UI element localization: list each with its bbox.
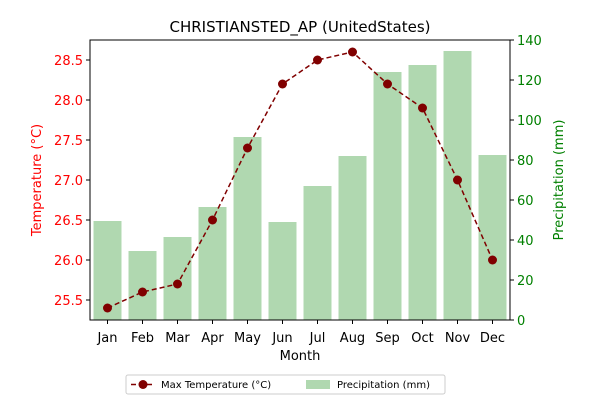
precipitation-bar-aug <box>338 156 367 320</box>
x-tick-label: Jan <box>96 331 117 346</box>
x-tick-label: Feb <box>131 331 154 346</box>
temperature-line-layer <box>103 47 497 313</box>
precipitation-bars <box>93 51 507 320</box>
right-y-tick-label: 60 <box>517 194 534 209</box>
right-y-axis-label: Precipitation (mm) <box>552 120 567 241</box>
legend-line-marker <box>138 380 148 389</box>
temperature-point-jun <box>278 79 287 89</box>
temperature-point-nov <box>453 175 462 185</box>
temperature-point-apr <box>208 215 217 225</box>
left-y-tick-label: 27.0 <box>54 174 83 189</box>
left-y-tick-label: 27.5 <box>54 134 83 149</box>
legend-bar-swatch <box>306 380 330 389</box>
left-y-axis: 25.5 26.0 26.5 27.0 27.5 28.0 28.5 <box>54 54 90 309</box>
x-tick-label: Mar <box>165 331 190 346</box>
precipitation-bar-apr <box>198 207 227 320</box>
right-y-tick-label: 100 <box>517 114 542 129</box>
right-y-tick-label: 20 <box>517 274 534 289</box>
temperature-point-may <box>243 143 252 153</box>
temperature-point-sep <box>383 79 392 89</box>
left-y-axis-label: Temperature (°C) <box>30 124 45 237</box>
precipitation-bar-feb <box>128 251 157 320</box>
temperature-point-jan <box>103 303 112 313</box>
temperature-point-aug <box>348 47 357 57</box>
temperature-point-feb <box>138 287 147 297</box>
precipitation-bar-may <box>233 137 262 320</box>
left-y-tick-label: 28.0 <box>54 94 83 109</box>
x-tick-label: Sep <box>375 331 400 346</box>
right-y-tick-label: 120 <box>517 74 542 89</box>
precipitation-bar-jun <box>268 222 297 320</box>
right-y-axis: 0 20 40 60 80 100 120 140 <box>510 34 542 329</box>
precipitation-bar-oct <box>408 65 437 320</box>
legend-label-temperature: Max Temperature (°C) <box>161 380 271 391</box>
legend-label-precipitation: Precipitation (mm) <box>337 380 430 391</box>
x-tick-label: Jun <box>271 331 292 346</box>
left-y-tick-label: 26.5 <box>54 214 83 229</box>
x-axis: Jan Feb Mar Apr May Jun Jul Aug Sep Oct Nov Dec <box>96 320 505 346</box>
left-y-tick-label: 28.5 <box>54 54 83 69</box>
legend: Max Temperature (°C) Precipitation (mm) <box>125 374 446 395</box>
x-tick-label: Dec <box>480 331 505 346</box>
left-y-tick-label: 25.5 <box>54 294 83 309</box>
precipitation-bar-mar <box>163 237 192 320</box>
temperature-point-oct <box>418 103 427 113</box>
x-tick-label: Nov <box>445 331 471 346</box>
x-tick-label: May <box>234 331 261 346</box>
temperature-point-mar <box>173 279 182 289</box>
x-tick-label: Jul <box>309 331 326 346</box>
precipitation-bar-nov <box>443 51 472 320</box>
x-tick-label: Apr <box>201 331 224 346</box>
right-y-tick-label: 140 <box>517 34 542 49</box>
chart-title: CHRISTIANSTED_AP (UnitedStates) <box>170 18 431 37</box>
temperature-point-jul <box>313 55 322 65</box>
right-y-tick-label: 80 <box>517 154 534 169</box>
precipitation-bar-jul <box>303 186 332 320</box>
x-axis-label: Month <box>280 349 321 364</box>
legend-frame <box>125 374 446 395</box>
left-y-tick-label: 26.0 <box>54 254 83 269</box>
temperature-point-dec <box>488 255 497 265</box>
right-y-tick-label: 40 <box>517 234 534 249</box>
temperature-line <box>107 51 494 309</box>
right-y-tick-label: 0 <box>517 314 525 329</box>
x-tick-label: Oct <box>411 331 433 346</box>
x-tick-label: Aug <box>340 331 365 346</box>
precipitation-bar-sep <box>373 72 402 320</box>
